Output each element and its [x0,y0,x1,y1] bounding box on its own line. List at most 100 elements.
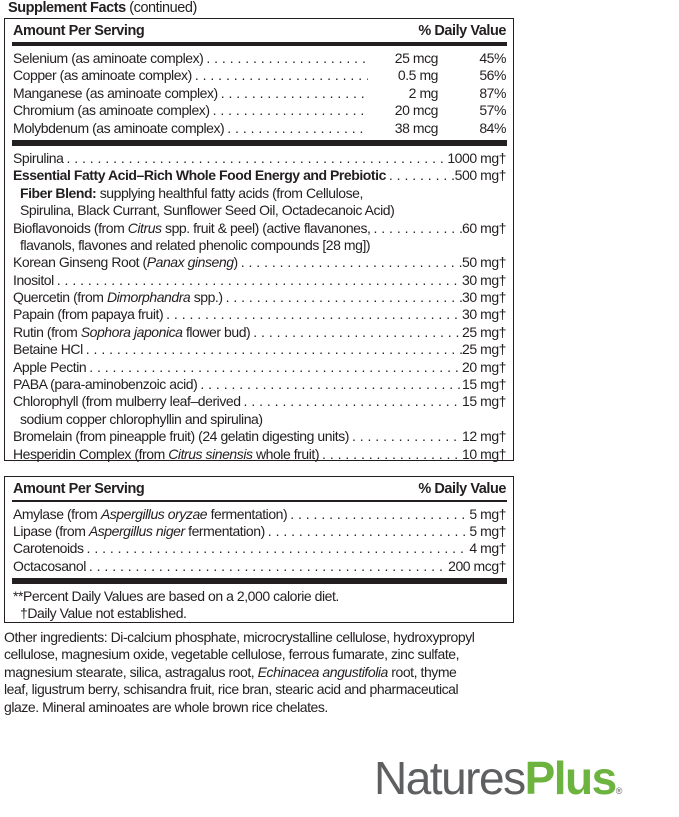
ingredient-row: Spirulina, Black Currant, Sunflower Seed… [13,202,506,219]
nutrient-amount: 20 mcg [394,102,439,119]
nutrient-row: Manganese (as aminoate complex) 2 mg 87% [13,85,506,102]
ingredient-row: PABA (para-aminobenzoic acid) 15 mg† [13,376,506,393]
nutrient-amount: 38 mcg [394,119,439,136]
ingredient-amount: 25 mg† [462,323,506,340]
text-segment: Spirulina, Black Currant, Sunflower Seed… [20,202,395,219]
nutrient-daily-value: 45% [479,50,506,66]
ingredient-row: Betaine HCl 25 mg† [13,341,506,358]
supplement-facts-panel: Amount Per Serving % Daily Value Seleniu… [4,18,514,463]
ingredient-name: Apple Pectin [13,359,87,376]
nutrient-name: Selenium (as aminoate complex) [13,50,204,66]
panel-header: Amount Per Serving % Daily Value [13,477,506,499]
nutrient-name: Copper (as aminoate complex) [13,67,192,84]
ingredient-name: flavanols, flavones and related phenolic… [20,237,371,254]
nutrient-daily-value: 57% [479,102,506,119]
ingredient-name: Lipase (from Aspergillus niger fermentat… [13,523,265,540]
ingredient-amount: 30 mg† [462,271,506,288]
nutrient-row: Selenium (as aminoate complex) 25 mcg 45% [13,50,506,67]
ingredient-name: Rutin (from Sophora japonica flower bud) [13,323,251,341]
ingredient-name: Octacosanol [13,558,86,575]
text-segment: Rutin (from [13,323,81,340]
ingredient-row: Quercetin (from Dimorphandra spp.) 30 mg† [13,289,506,306]
footnote-dagger: †Daily Value not established. [20,605,187,622]
other-ingredients-line: glaze. Mineral aminoates are whole brown… [4,699,524,716]
naturesplus-logo: NaturesPlus® [374,752,622,817]
text-segment: Bioflavonoids (from [13,219,128,236]
ingredient-row: Rutin (from Sophora japonica flower bud)… [13,324,506,341]
divider [12,500,507,502]
dot-leader [265,523,470,540]
nutrient-name: Manganese (as aminoate complex) [13,84,218,101]
footnote-percent: **Percent Daily Values are based on a 2,… [13,588,339,605]
italic-text: Panax ginseng [146,254,234,271]
italic-text: Citrus sinensis [168,445,253,462]
nutrient-row: Chromium (as aminoate complex) 20 mcg 57% [13,102,506,119]
minerals-list: Selenium (as aminoate complex)25 mcg45%C… [13,50,506,137]
italic-text: Citrus [127,219,162,236]
italic-text: Aspergillus oryzae [100,505,208,522]
other-ingredients: Other ingredients: Di-calcium phosphate,… [4,629,524,716]
dot-leader [84,540,470,557]
ingredient-name: Chlorophyll (from mulberry leaf–derived [13,393,241,410]
ingredient-row: flavanols, flavones and related phenolic… [13,237,506,254]
logo-plus: Plus [524,752,618,804]
ingredient-row: Essential Fatty Acid–Rich Whole Food Ene… [13,167,506,184]
ingredient-row: Korean Ginseng Root (Panax ginseng) 50 mg… [13,254,506,271]
ingredient-row: sodium copper chlorophyllin and spirulin… [13,411,506,428]
ingredient-row: Spirulina 1000 mg† [13,150,506,167]
other-ingredients-line: cellulose, magnesium oxide, vegetable ce… [4,646,524,663]
ingredient-name: Hesperidin Complex (from Citrus sinensis… [13,446,319,463]
text-segment: Bromelain (from pineapple fruit) (24 gel… [13,428,349,445]
italic-text: Sophora japonica [80,323,183,340]
dot-leader [163,306,462,323]
text-segment: Quercetin (from [13,289,107,306]
text-segment: fermentation) [207,505,288,522]
text-segment: Inositol [13,271,54,288]
divider [12,139,507,146]
text-segment: Carotenoids [13,540,84,557]
text-segment: Amylase (from [13,505,101,522]
ingredient-amount: 60 mg† [462,219,506,236]
nutrient-name: Molybdenum (as aminoate complex) [13,119,225,136]
ingredients-list: Spirulina 1000 mg† Essential Fatty Acid–Ri… [13,150,506,463]
dot-leader [210,102,368,119]
nutrient-amount: 2 mg [408,84,439,101]
ingredient-name: Inositol [13,272,54,289]
dot-leader [197,376,462,393]
dot-leader [218,85,368,102]
dot-leader [86,359,462,376]
ingredient-row: Bromelain (from pineapple fruit) (24 gel… [13,428,506,445]
nutrient-name-cell: Selenium (as aminoate complex) [13,50,368,67]
italic-text: Dimorphandra [106,289,191,306]
nutrient-row: Molybdenum (as aminoate complex) 38 mcg 84… [13,120,506,137]
ingredient-row: Octacosanol 200 mcg† [13,558,506,575]
ingredient-name: Korean Ginseng Root (Panax ginseng) [13,254,238,271]
text-segment: sodium copper chlorophyllin and spirulin… [20,410,263,427]
other-ingredients-line: magnesium stearate, silica, astragalus r… [4,664,524,681]
nutrient-name-cell: Molybdenum (as aminoate complex) [13,120,368,137]
ingredient-amount: 5 mg† [469,505,506,522]
ingredient-row: Fiber Blend: supplying healthful fatty a… [13,185,506,202]
text-segment: Octacosanol [13,557,86,574]
ingredient-row: Inositol 30 mg† [13,272,506,289]
text-segment: ) [233,254,239,271]
text-segment: fermentation) [184,522,265,539]
nutrient-name-cell: Copper (as aminoate complex) [13,67,368,84]
text-segment: spp. fruit & peel) (active flavanones, [161,219,371,236]
ingredient-row: Lipase (from Aspergillus niger fermentat… [13,523,506,540]
other-ingredients-line: leaf, ligustrum berry, schisandra fruit,… [4,681,524,698]
ingredient-name: Carotenoids [13,540,84,557]
text-segment: flower bud) [182,323,251,340]
text-segment: magnesium stearate, silica, astragalus r… [4,663,258,680]
dot-leader [224,120,368,137]
text-segment: Papain (from papaya fruit) [13,306,164,323]
dot-leader [250,324,462,341]
ingredient-amount: 1000 mg† [447,149,506,166]
amount-per-serving-label: Amount Per Serving [13,23,145,39]
dot-leader [223,289,462,306]
dot-leader [192,67,368,84]
text-segment: root, thyme [387,663,457,680]
dot-leader [63,150,447,167]
ingredient-name: Bioflavonoids (from Citrus spp. fruit & … [13,219,371,237]
text-segment: PABA (para-aminobenzoic acid) [13,376,198,393]
